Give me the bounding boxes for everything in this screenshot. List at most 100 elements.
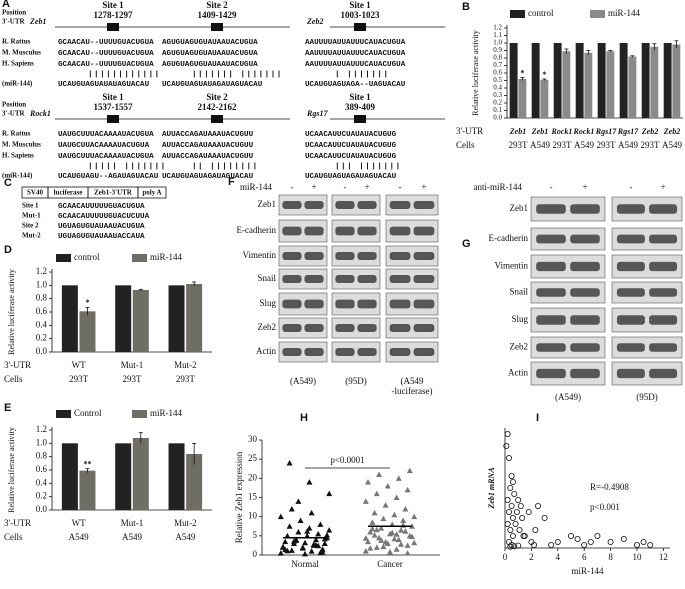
data-point xyxy=(507,527,514,534)
blot-panel xyxy=(530,281,606,304)
blot-band xyxy=(570,368,600,379)
data-point xyxy=(404,550,411,556)
data-point xyxy=(297,517,304,523)
condition-label: - xyxy=(343,182,346,192)
site-position: 1003-1023 xyxy=(341,10,380,20)
significance-mark: * xyxy=(542,70,546,79)
match-lines: |||||||||||| xyxy=(88,71,161,79)
construct-element: luciferase xyxy=(54,189,83,197)
y-tick-label: 0.0 xyxy=(36,504,48,514)
data-point xyxy=(541,515,548,522)
data-point xyxy=(581,542,588,549)
sequence: AAUUUUAUUAUUUCAUACUGUA xyxy=(305,39,406,47)
y-tick-label: 0.4 xyxy=(36,477,48,487)
blot-band xyxy=(282,252,302,260)
blot-band xyxy=(389,324,411,332)
data-point xyxy=(326,527,333,533)
y-tick-label: 0.5 xyxy=(493,76,502,84)
data-point xyxy=(402,506,409,512)
blot-panel xyxy=(611,281,683,304)
data-point xyxy=(378,525,385,531)
bar xyxy=(606,51,615,118)
data-point xyxy=(282,538,289,545)
blot-band xyxy=(413,275,435,283)
blot-panel xyxy=(278,268,328,290)
site-label: Site 1 xyxy=(349,0,371,10)
cell-group-label: (A549 xyxy=(401,376,424,386)
x-row-label: 3'-UTR xyxy=(4,360,31,370)
blot-panel xyxy=(278,292,328,316)
match-lines: | ||||||| xyxy=(335,71,390,79)
x-tick-label: 293T xyxy=(597,140,617,150)
x-tick-label: A549 xyxy=(530,140,550,150)
blot-band xyxy=(536,315,566,325)
blot-panel xyxy=(331,317,381,339)
data-point xyxy=(362,535,369,541)
x-row-label: 3'-UTR xyxy=(4,518,31,528)
protein-label: E-cadherin xyxy=(489,233,529,243)
data-point xyxy=(384,483,391,489)
bar xyxy=(553,43,562,118)
x-tick-label: 0 xyxy=(503,552,508,562)
data-point xyxy=(640,539,647,546)
legend-label: miR-144 xyxy=(608,8,641,18)
match-lines: ||||||| ||||||| xyxy=(192,71,283,79)
site-position: 1278-1297 xyxy=(94,10,133,20)
legend-label: control xyxy=(74,252,100,262)
y-tick-label: 1.2 xyxy=(36,424,47,434)
blot-band xyxy=(616,234,645,244)
y-tick-label: 25 xyxy=(248,453,258,463)
blot-band xyxy=(304,299,324,309)
blot-panel xyxy=(611,254,683,279)
blot-band xyxy=(389,252,411,260)
blot-panel xyxy=(331,341,381,363)
construct-row-label: Site 2 xyxy=(22,222,39,230)
bar xyxy=(61,285,78,352)
blot-band xyxy=(536,368,566,379)
data-point xyxy=(382,502,389,508)
blot-band xyxy=(304,324,324,332)
blot-band xyxy=(649,315,678,325)
protein-label: Zeb2 xyxy=(510,342,529,352)
data-point xyxy=(406,467,413,474)
data-point xyxy=(516,527,523,534)
bar xyxy=(575,43,584,118)
y-tick-label: 0.6 xyxy=(493,69,502,77)
y-tick-label: 15 xyxy=(248,492,258,502)
panel-label: I xyxy=(536,412,539,424)
data-point xyxy=(503,442,510,449)
data-point xyxy=(535,502,542,509)
data-point xyxy=(634,542,641,549)
site-position: 389-409 xyxy=(345,102,375,112)
site-label: Site 1 xyxy=(349,92,371,102)
legend-swatch xyxy=(56,254,71,262)
y-tick-label: 0 xyxy=(253,549,258,559)
blot-band xyxy=(304,201,324,209)
x-tick-label: Rock1 xyxy=(551,127,573,136)
blot-band xyxy=(649,261,678,272)
blot-band xyxy=(357,324,377,332)
legend-swatch xyxy=(56,410,71,418)
data-point xyxy=(373,526,380,533)
data-point xyxy=(317,549,324,556)
protein-label: Slug xyxy=(259,298,276,308)
legend-label: control xyxy=(528,8,554,18)
blot-panel xyxy=(331,268,381,290)
x-tick-label: Mut-1 xyxy=(121,360,144,370)
x-row-label: Cells xyxy=(456,140,475,150)
data-point xyxy=(391,535,398,542)
data-point xyxy=(302,550,308,557)
position-label: Position xyxy=(2,101,26,109)
panel-label: H xyxy=(300,412,308,424)
gene-label: Rgs17 xyxy=(306,109,328,118)
data-point xyxy=(373,544,380,550)
data-point xyxy=(373,490,380,497)
site-position: 2142-2162 xyxy=(198,102,237,112)
x-tick-label: WT xyxy=(72,360,86,370)
blot-band xyxy=(335,201,355,209)
blot-band xyxy=(536,343,566,352)
sequence: UAUGCUUACAAAAUACUGUA xyxy=(58,142,150,150)
panel-label: C xyxy=(4,177,12,189)
x-tick-label: 8 xyxy=(608,552,613,562)
sequence: AGUGUAGUGUAUAAUACUGUA xyxy=(162,50,258,58)
